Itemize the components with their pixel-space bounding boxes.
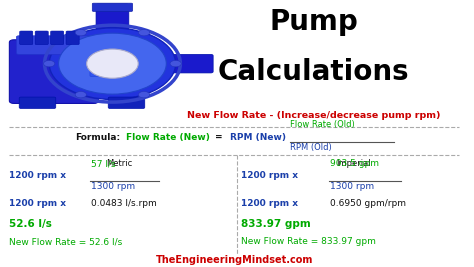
- Text: =: =: [216, 133, 223, 142]
- Text: Flow Rate (Old): Flow Rate (Old): [291, 120, 355, 129]
- Text: 1300 rpm: 1300 rpm: [91, 182, 136, 191]
- Text: New Flow Rate = 833.97 gpm: New Flow Rate = 833.97 gpm: [241, 237, 376, 246]
- Circle shape: [138, 92, 150, 98]
- FancyBboxPatch shape: [90, 58, 116, 76]
- Text: 1200 rpm x: 1200 rpm x: [241, 199, 298, 208]
- Text: 1200 rpm x: 1200 rpm x: [9, 199, 66, 208]
- Text: 57 l/s: 57 l/s: [91, 159, 116, 168]
- Circle shape: [49, 28, 176, 100]
- Circle shape: [87, 49, 138, 78]
- Text: Formula:: Formula:: [75, 133, 120, 142]
- FancyBboxPatch shape: [9, 40, 99, 103]
- FancyBboxPatch shape: [66, 31, 79, 45]
- Text: Flow Rate (New): Flow Rate (New): [127, 133, 210, 142]
- Text: 0.0483 l/s.rpm: 0.0483 l/s.rpm: [91, 199, 157, 208]
- Circle shape: [138, 29, 150, 36]
- Text: TheEngineeringMindset.com: TheEngineeringMindset.com: [155, 255, 313, 265]
- FancyBboxPatch shape: [92, 3, 133, 11]
- Text: 52.6 l/s: 52.6 l/s: [9, 219, 52, 229]
- Text: Pump: Pump: [270, 8, 358, 36]
- Text: Imperial: Imperial: [337, 159, 371, 168]
- Circle shape: [170, 60, 181, 67]
- FancyBboxPatch shape: [51, 31, 64, 45]
- Text: RPM (Old): RPM (Old): [291, 143, 332, 152]
- Text: 0.6950 gpm/rpm: 0.6950 gpm/rpm: [330, 199, 406, 208]
- Text: RPM (New): RPM (New): [229, 133, 285, 142]
- FancyBboxPatch shape: [166, 54, 213, 73]
- FancyBboxPatch shape: [19, 97, 56, 108]
- Circle shape: [59, 33, 166, 94]
- Text: 1200 rpm x: 1200 rpm x: [241, 171, 298, 180]
- Text: New Flow Rate - (Increase/decrease pump rpm): New Flow Rate - (Increase/decrease pump …: [187, 111, 441, 120]
- Text: Metric: Metric: [106, 159, 133, 168]
- FancyBboxPatch shape: [20, 31, 33, 45]
- FancyBboxPatch shape: [35, 31, 48, 45]
- FancyBboxPatch shape: [108, 97, 145, 108]
- Text: 1200 rpm x: 1200 rpm x: [9, 171, 66, 180]
- FancyBboxPatch shape: [87, 49, 124, 89]
- Circle shape: [75, 29, 86, 36]
- Text: New Flow Rate = 52.6 l/s: New Flow Rate = 52.6 l/s: [9, 237, 123, 246]
- Text: Calculations: Calculations: [218, 58, 410, 86]
- Text: 833.97 gpm: 833.97 gpm: [241, 219, 311, 229]
- FancyBboxPatch shape: [96, 4, 129, 33]
- Text: 903.5 gpm: 903.5 gpm: [330, 159, 379, 168]
- Circle shape: [44, 60, 55, 67]
- Circle shape: [75, 92, 86, 98]
- Text: 1300 rpm: 1300 rpm: [330, 182, 374, 191]
- FancyBboxPatch shape: [17, 36, 91, 54]
